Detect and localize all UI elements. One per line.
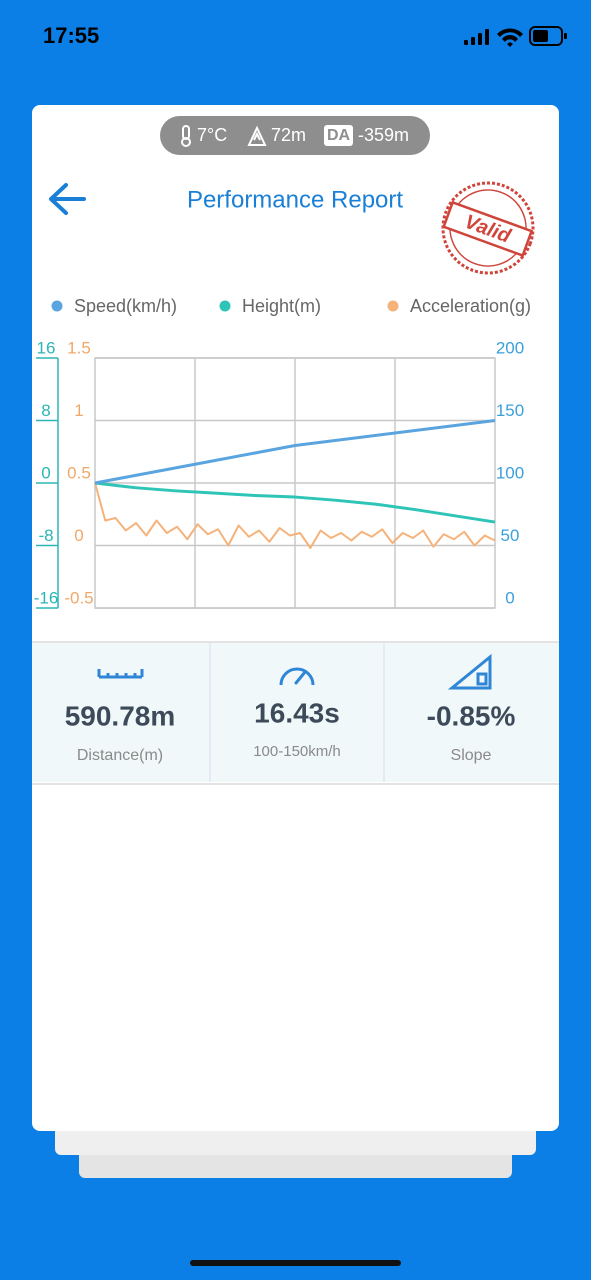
legend-marker: [387, 300, 399, 312]
stat-value: 590.78m: [65, 700, 176, 731]
stat-label: 100-150km/h: [253, 743, 341, 760]
distance-icon: [97, 669, 144, 679]
y3-tick-label: 0.5: [67, 463, 91, 482]
chart: Speed(km/h) Height(m) Acceleration(g)05010…: [34, 296, 531, 609]
stats-panel: [32, 643, 559, 782]
home-indicator: [190, 1260, 401, 1266]
y2-tick-label: 0: [505, 588, 514, 607]
altitude-icon: [247, 125, 267, 146]
y2-tick-label: 50: [501, 526, 520, 545]
legend-label: Acceleration(g): [410, 296, 531, 316]
y2-tick-label: 150: [496, 401, 524, 420]
slope-icon: [447, 653, 492, 690]
y2-tick-label: 200: [496, 338, 524, 357]
stat-label: Slope: [451, 747, 492, 764]
y-tick-label: -16: [34, 588, 59, 607]
density-altitude: -359m: [358, 125, 409, 145]
y3-tick-label: 1.5: [67, 338, 91, 357]
y3-tick-label: 1: [74, 401, 83, 420]
legend-marker: [219, 300, 231, 312]
y3-tick-label: -0.5: [64, 588, 93, 607]
thermometer-icon: [181, 125, 191, 147]
series-line: [94, 419, 496, 485]
valid-stamp: Valid: [441, 181, 535, 275]
da-badge: DA: [327, 127, 351, 144]
legend-marker: [51, 300, 63, 312]
legend-label: Height(m): [242, 296, 321, 316]
stat-value: 16.43s: [254, 697, 340, 728]
conditions-pill: [160, 116, 430, 155]
legend-label: Speed(km/h): [74, 296, 177, 316]
temperature: 7°C: [197, 125, 227, 145]
y3-tick-label: 0: [74, 526, 83, 545]
status-time: 17:55: [43, 23, 99, 48]
card: [32, 105, 559, 1131]
back-button[interactable]: [49, 183, 86, 215]
y-tick-label: 8: [41, 401, 50, 420]
y2-tick-label: 100: [496, 463, 524, 482]
stat-value: -0.85%: [427, 700, 516, 731]
speedometer-icon: [279, 667, 315, 686]
y-tick-label: 16: [37, 338, 56, 357]
series-line: [94, 481, 496, 524]
altitude: 72m: [271, 125, 306, 145]
y-tick-label: 0: [41, 463, 50, 482]
da-badge-bg: [324, 125, 353, 146]
stat-label: Distance(m): [77, 747, 163, 764]
series-line: [94, 482, 496, 549]
page-title: Performance Report: [187, 186, 403, 213]
y-tick-label: -8: [38, 526, 53, 545]
status-icons: [464, 26, 567, 47]
